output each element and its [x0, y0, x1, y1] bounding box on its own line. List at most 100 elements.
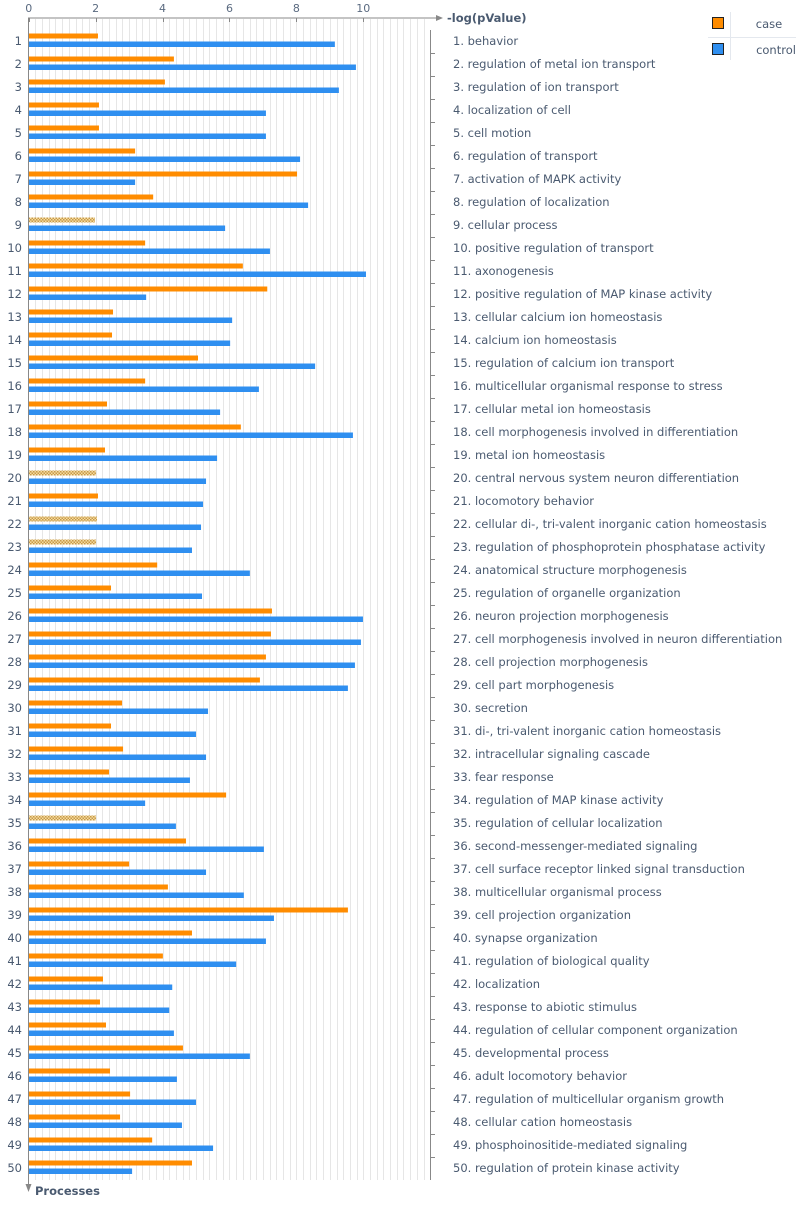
control-bar [28, 156, 301, 162]
row-number: 9 [15, 218, 22, 232]
process-label: 40. synapse organization [453, 931, 598, 945]
process-label: 23. regulation of phosphoprotein phospha… [453, 540, 766, 554]
x-tick-label: 10 [356, 2, 370, 15]
case-bar [28, 838, 186, 844]
process-label: 10. positive regulation of transport [453, 241, 654, 255]
control-bar [28, 271, 366, 277]
case-bar [28, 470, 96, 476]
control-bar [28, 1007, 170, 1013]
process-label: 39. cell projection organization [453, 908, 631, 922]
control-bar [28, 800, 146, 806]
case-bar [28, 171, 298, 177]
legend-control-swatch [712, 43, 724, 55]
row-number: 16 [7, 379, 22, 393]
control-bar [28, 363, 316, 369]
process-label: 45. developmental process [453, 1046, 609, 1060]
process-label: 36. second-messenger-mediated signaling [453, 839, 697, 853]
control-bar [28, 1122, 182, 1128]
case-bar [28, 1137, 153, 1143]
row-number: 3 [15, 80, 22, 94]
process-label: 11. axonogenesis [453, 264, 554, 278]
process-label: 20. central nervous system neuron differ… [453, 471, 739, 485]
process-label: 42. localization [453, 977, 540, 991]
process-label: 41. regulation of biological quality [453, 954, 650, 968]
process-label: 38. multicellular organismal process [453, 885, 662, 899]
process-label: 37. cell surface receptor linked signal … [453, 862, 745, 876]
case-bar [28, 309, 114, 315]
case-bar [28, 861, 130, 867]
control-bar [28, 938, 266, 944]
row-number: 10 [7, 241, 22, 255]
control-bar [28, 961, 237, 967]
row-number: 12 [7, 287, 22, 301]
control-bar [28, 708, 209, 714]
control-bar [28, 869, 207, 875]
row-number: 33 [7, 770, 22, 784]
row-number: 47 [7, 1092, 22, 1106]
case-bar [28, 125, 99, 131]
case-bar [28, 56, 174, 62]
process-label: 1. behavior [453, 34, 518, 48]
case-bar [28, 355, 199, 361]
process-label: 22. cellular di-, tri-valent inorganic c… [453, 517, 767, 531]
row-number: 45 [7, 1046, 22, 1060]
case-bar [28, 976, 103, 982]
process-label: 44. regulation of cellular component org… [453, 1023, 738, 1037]
row-number: 17 [7, 402, 22, 416]
row-number: 14 [7, 333, 22, 347]
process-label: 50. regulation of protein kinase activit… [453, 1161, 680, 1175]
control-bar [28, 593, 203, 599]
control-bar [28, 1099, 197, 1105]
legend-case-label: case [756, 17, 782, 31]
control-bar [28, 754, 207, 760]
case-bar [28, 33, 98, 39]
process-label: 21. locomotory behavior [453, 494, 594, 508]
row-number: 18 [7, 425, 22, 439]
process-label: 46. adult locomotory behavior [453, 1069, 627, 1083]
process-label: 4. localization of cell [453, 103, 571, 117]
control-bar [28, 823, 176, 829]
process-label: 18. cell morphogenesis involved in diffe… [453, 425, 738, 439]
row-number: 19 [7, 448, 22, 462]
process-label: 7. activation of MAPK activity [453, 172, 621, 186]
row-labels: 1 1. behavior 2 2. regulation of metal ion … [7, 34, 782, 1175]
row-number: 24 [7, 563, 22, 577]
control-bar [28, 892, 244, 898]
row-number: 26 [7, 609, 22, 623]
control-bar [28, 915, 274, 921]
x-axis-title: -log(pValue) [447, 11, 527, 25]
control-bar [28, 202, 309, 208]
case-bar [28, 608, 272, 614]
case-bar [28, 930, 192, 936]
row-number: 44 [7, 1023, 22, 1037]
case-bar [28, 999, 100, 1005]
control-bar [28, 524, 202, 530]
case-bar [28, 1160, 192, 1166]
case-bar [28, 746, 124, 752]
row-number: 21 [7, 494, 22, 508]
case-bar [28, 286, 268, 292]
x-tick-label: 8 [293, 2, 300, 15]
case-bar [28, 1091, 131, 1097]
case-bar [28, 562, 158, 568]
control-bar [28, 41, 335, 47]
control-bar [28, 662, 355, 668]
x-axis-arrow-icon [436, 15, 443, 21]
x-tick-labels: 0 2 4 6 8 10 [25, 2, 370, 22]
control-bar [28, 639, 361, 645]
row-number: 41 [7, 954, 22, 968]
process-label: 17. cellular metal ion homeostasis [453, 402, 651, 416]
control-bar [28, 386, 259, 392]
row-number: 40 [7, 931, 22, 945]
case-bar [28, 102, 99, 108]
case-bar [28, 953, 163, 959]
x-tick-label: 4 [159, 2, 166, 15]
process-label: 5. cell motion [453, 126, 531, 140]
process-label: 34. regulation of MAP kinase activity [453, 793, 664, 807]
control-bar [28, 1145, 214, 1151]
y-axis-arrow-icon [25, 1184, 32, 1192]
case-bar [28, 1022, 106, 1028]
control-bar [28, 478, 207, 484]
row-number: 22 [7, 517, 22, 531]
process-label: 14. calcium ion homeostasis [453, 333, 617, 347]
